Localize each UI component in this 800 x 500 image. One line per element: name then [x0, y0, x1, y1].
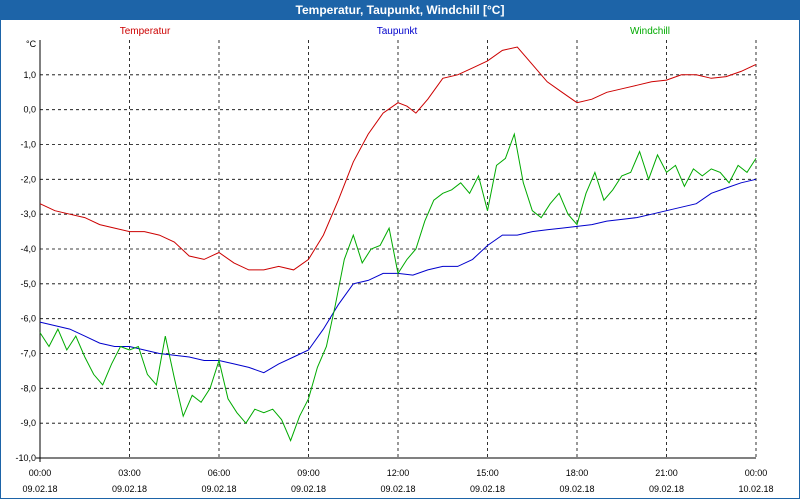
x-tick-date-label: 09.02.18 [559, 484, 594, 494]
x-tick-date-label: 09.02.18 [380, 484, 415, 494]
y-tick-label: 1,0 [23, 70, 36, 80]
x-tick-date-label: 09.02.18 [112, 484, 147, 494]
x-tick-time-label: 00:00 [29, 468, 52, 478]
x-tick-date-label: 09.02.18 [291, 484, 326, 494]
y-tick-label: -3,0 [20, 209, 36, 219]
x-tick-date-label: 09.02.18 [649, 484, 684, 494]
x-tick-time-label: 21:00 [655, 468, 678, 478]
y-tick-label: -7,0 [20, 349, 36, 359]
x-tick-date-label: 09.02.18 [470, 484, 505, 494]
x-tick-time-label: 15:00 [476, 468, 499, 478]
y-tick-label: -2,0 [20, 174, 36, 184]
x-tick-time-label: 00:00 [745, 468, 768, 478]
y-tick-label: -8,0 [20, 383, 36, 393]
series-line-windchill [39, 132, 757, 442]
y-tick-label: 0,0 [23, 105, 36, 115]
x-tick-time-label: 03:00 [118, 468, 141, 478]
legend-entry-windchill: Windchill [630, 26, 670, 37]
legend-entry-taupunkt: Taupunkt [377, 26, 418, 37]
x-tick-time-label: 06:00 [208, 468, 231, 478]
chart-title: Temperatur, Taupunkt, Windchill [°C] [0, 0, 800, 20]
x-tick-date-label: 10.02.18 [738, 484, 773, 494]
series-lines [39, 46, 757, 442]
y-tick-label: -4,0 [20, 244, 36, 254]
axes [36, 40, 756, 462]
y-tick-label: -5,0 [20, 279, 36, 289]
x-tick-date-label: 09.02.18 [201, 484, 236, 494]
y-tick-label: -10,0 [15, 453, 36, 463]
y-axis-unit-label: °C [26, 39, 37, 49]
legend: Temperatur Taupunkt Windchill [120, 26, 670, 37]
x-tick-date-label: 09.02.18 [22, 484, 57, 494]
x-tick-time-label: 09:00 [297, 468, 320, 478]
y-tick-label: -9,0 [20, 418, 36, 428]
x-tick-time-label: 12:00 [387, 468, 410, 478]
x-tick-time-label: 18:00 [566, 468, 589, 478]
y-tick-label: -1,0 [20, 140, 36, 150]
y-tick-label: -6,0 [20, 314, 36, 324]
legend-entry-temperatur: Temperatur [120, 26, 171, 37]
tick-labels: 1,0 0,0 -1,0 -2,0 -3,0 -4,0 -5,0 -6,0 -7,0 -8,0 -9… [15, 70, 773, 494]
series-line-temperatur [39, 46, 757, 271]
